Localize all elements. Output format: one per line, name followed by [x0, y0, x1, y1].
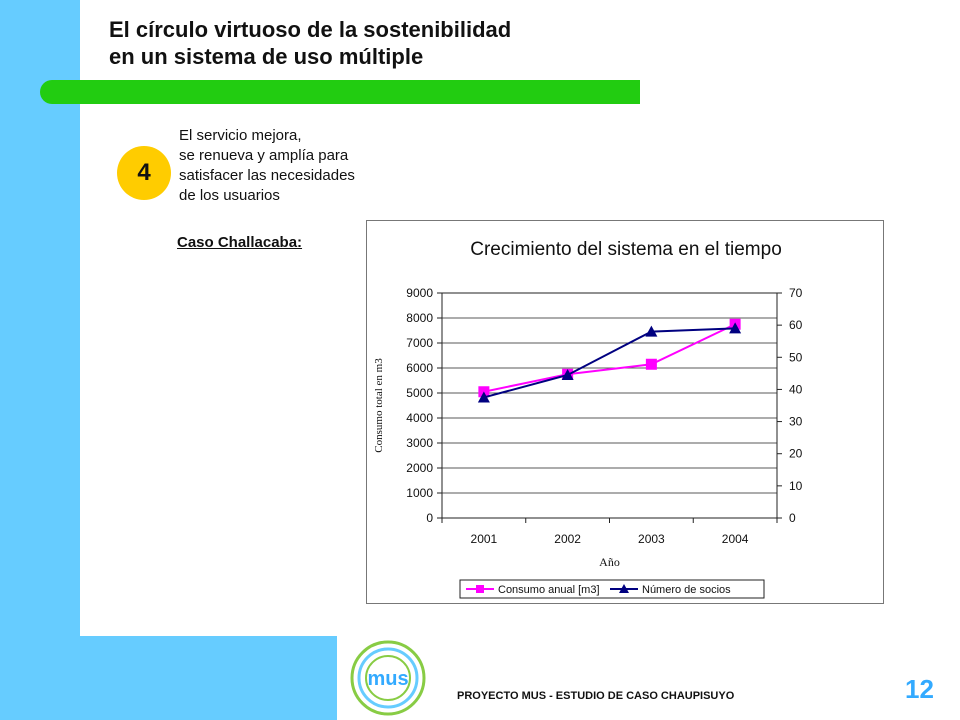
y-right-tick-label: 70: [789, 286, 803, 300]
slide-title-line1: El círculo virtuoso de la sostenibilidad: [109, 17, 512, 42]
page-number: 12: [905, 674, 934, 704]
legend-marker-square: [476, 585, 484, 593]
x-tick-label: 2002: [554, 532, 581, 546]
chart-title: Crecimiento del sistema en el tiempo: [470, 239, 782, 260]
y-left-tick-label: 0: [426, 511, 433, 525]
y-left-tick-label: 6000: [406, 361, 433, 375]
x-tick-label: 2003: [638, 532, 665, 546]
step-description: El servicio mejora, se renueva y amplía …: [179, 126, 355, 206]
x-axis-label: Año: [599, 555, 620, 569]
series-line: [483, 327, 736, 399]
step-text-line: de los usuarios: [179, 187, 280, 204]
footer-text: PROYECTO MUS - ESTUDIO DE CASO CHAUPISUY…: [457, 690, 735, 702]
green-accent-bar: [40, 80, 640, 104]
mus-logo: mus: [350, 640, 426, 716]
step-text-line: El servicio mejora,: [179, 127, 302, 144]
y-right-tick-label: 30: [789, 415, 803, 429]
logo-ring-middle: [357, 647, 419, 709]
logo-ring-outer: [350, 640, 426, 716]
legend-marker-triangle: [619, 584, 629, 593]
left-side-band: [0, 0, 80, 720]
plot-area-border: [441, 292, 778, 519]
y-left-tick-label: 3000: [406, 436, 433, 450]
y-left-tick-label: 7000: [406, 336, 433, 350]
data-point-triangle: [729, 322, 742, 334]
y-right-tick-label: 50: [789, 350, 803, 364]
step-text-line: satisfacer las necesidades: [179, 167, 355, 184]
legend-label: Número de socios: [642, 584, 731, 596]
slide-title: El círculo virtuoso de la sostenibilidad…: [109, 16, 511, 70]
y-right-tick-label: 60: [789, 318, 803, 332]
case-title: Caso Challacaba:: [177, 234, 303, 251]
slide-title-line2: en un sistema de uso múltiple: [109, 44, 424, 69]
chart-frame: Crecimiento del sistema en el tiempo 0 100…: [366, 220, 884, 604]
y-axis-label: Consumo total en m3: [373, 358, 385, 453]
x-tick-label: 2001: [471, 532, 498, 546]
y-right-tick-label: 10: [789, 479, 803, 493]
y-left-tick-label: 4000: [406, 411, 433, 425]
y-left-tick-label: 8000: [406, 311, 433, 325]
data-point-triangle: [561, 368, 574, 380]
data-point-triangle: [477, 391, 490, 403]
y-right-tick-label: 20: [789, 447, 803, 461]
y-left-tick-label: 2000: [406, 461, 433, 475]
series-line: [483, 323, 736, 393]
step-number-badge: 4: [117, 146, 171, 200]
data-point-square: [645, 358, 657, 370]
logo-ring-inner: [365, 655, 411, 701]
line-chart: Crecimiento del sistema en el tiempo0100…: [373, 239, 803, 599]
y-left-tick-label: 5000: [406, 386, 433, 400]
step-number: 4: [137, 159, 151, 186]
x-tick-label: 2004: [722, 532, 749, 546]
y-left-tick-label: 1000: [406, 486, 433, 500]
legend-label: Consumo anual [m3]: [498, 584, 600, 596]
y-right-tick-label: 40: [789, 382, 803, 396]
bottom-left-band: [0, 636, 337, 720]
y-left-tick-label: 9000: [406, 286, 433, 300]
logo-text: mus: [367, 668, 408, 690]
y-right-tick-label: 0: [789, 511, 796, 525]
data-point-triangle: [645, 325, 658, 337]
step-text-line: se renueva y amplía para: [179, 147, 349, 164]
